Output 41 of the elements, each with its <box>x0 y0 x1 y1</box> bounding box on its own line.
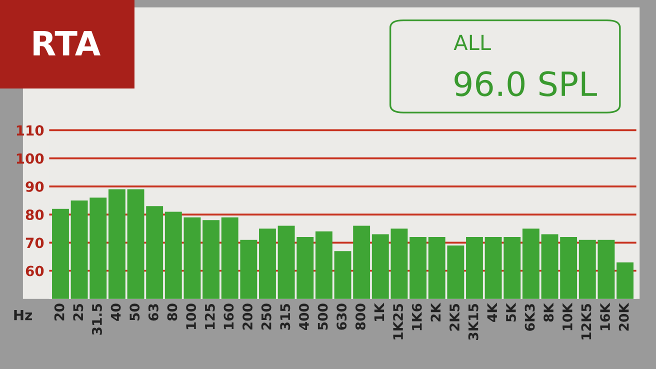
y-tick-label: 80 <box>26 210 44 220</box>
x-tick-label: 16K <box>600 302 610 330</box>
x-tick-label: 63 <box>148 304 158 321</box>
x-tick-label: 31.5 <box>92 304 102 335</box>
x-tick-label: 630 <box>336 304 347 330</box>
x-tick-label: 500 <box>318 304 328 330</box>
x-tick-label: 12K5 <box>581 304 592 340</box>
x-tick-label: 4K <box>487 302 497 322</box>
x-tick-label: 5K <box>506 302 516 322</box>
x-tick-label: 315 <box>280 304 290 330</box>
x-tick-label: 40 <box>110 304 121 321</box>
x-tick-label: 200 <box>242 304 252 330</box>
chart-title: RTA <box>34 31 100 56</box>
x-tick-label: 250 <box>261 304 272 330</box>
x-axis-title: Hz <box>14 310 32 320</box>
text: ALL <box>454 34 491 50</box>
y-tick-label: 70 <box>26 238 44 248</box>
x-tick-label: 160 <box>224 304 234 330</box>
x-tick-label: 2K5 <box>450 304 460 331</box>
y-tick-label: 90 <box>26 181 44 192</box>
x-tick-label: 20 <box>54 304 64 320</box>
x-tick-label: 50 <box>130 304 140 320</box>
x-tick-label: 400 <box>298 304 309 330</box>
x-tick-label: 80 <box>167 304 178 321</box>
x-tick-label: 1K <box>374 302 384 321</box>
x-tick-label: 25 <box>73 304 84 320</box>
text: 96.0 SPL <box>454 71 597 96</box>
x-tick-label: 2K <box>430 302 440 322</box>
x-tick-label: 20K <box>618 302 629 331</box>
x-tick-label: 3K15 <box>468 304 478 340</box>
x-tick-label: 100 <box>186 304 196 330</box>
x-tick-label: 1K25 <box>393 304 404 340</box>
x-tick-label: 125 <box>204 304 215 330</box>
x-tick-label: 1K6 <box>412 304 422 330</box>
y-tick-label: 100 <box>16 153 44 164</box>
x-tick-label: 800 <box>355 304 366 330</box>
y-tick-label: 110 <box>16 125 44 136</box>
x-tick-label: 6K3 <box>524 304 535 331</box>
x-tick-label: 10K <box>562 302 572 330</box>
x-tick-label: 8K <box>544 302 554 322</box>
y-tick-label: 60 <box>26 266 44 276</box>
